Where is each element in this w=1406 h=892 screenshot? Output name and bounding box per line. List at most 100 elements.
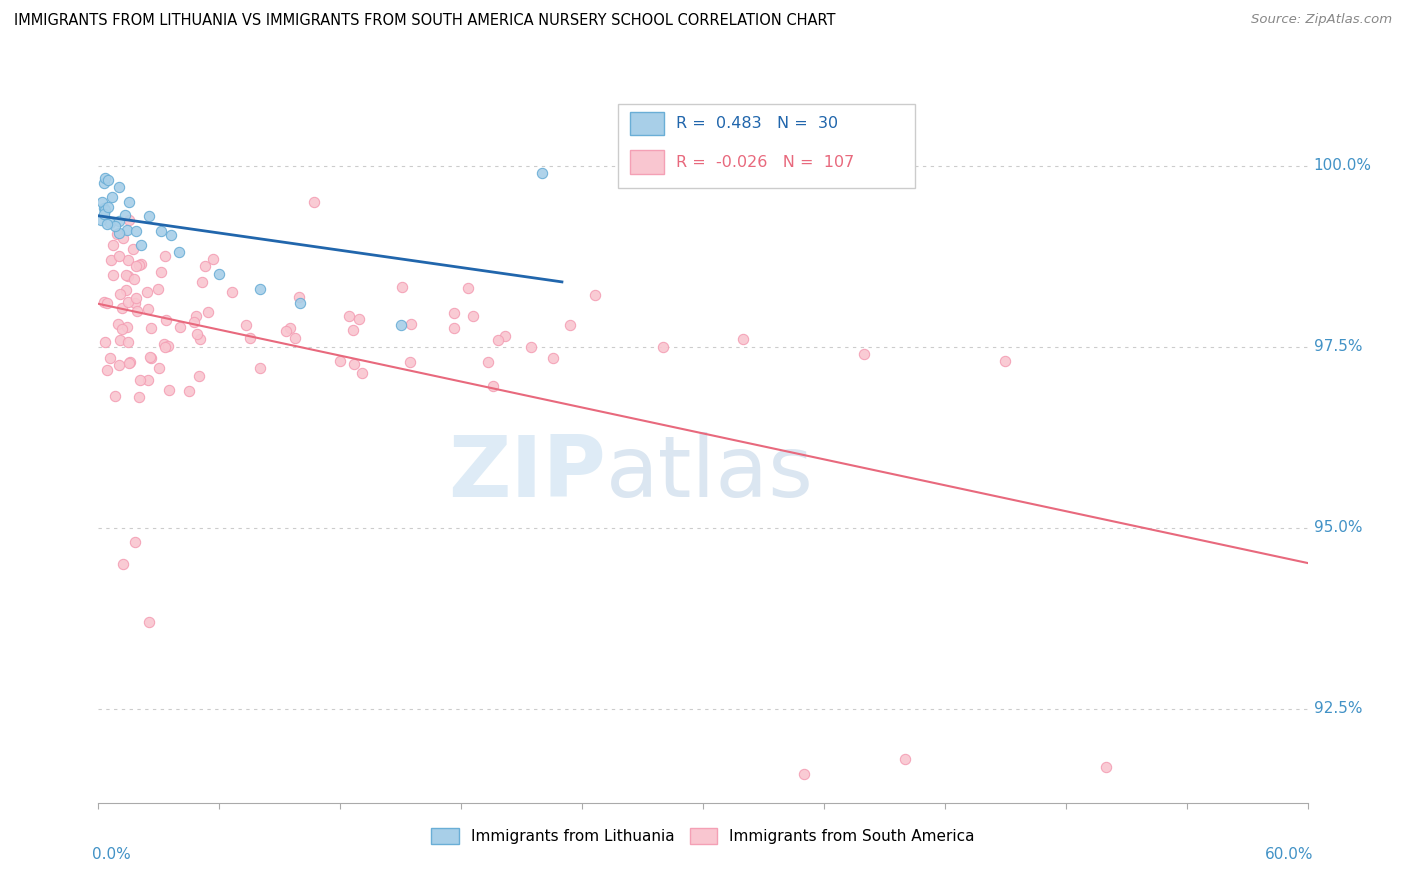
Point [108,226,131,240]
Point [153,249,176,263]
Text: atlas: atlas [606,432,814,516]
Point [117,295,139,310]
Point [104,219,127,234]
Text: 100.0%: 100.0% [1313,158,1372,173]
Point [136,373,159,387]
Point [90,212,112,227]
Point [138,615,160,629]
Point [94,202,117,217]
Point [235,318,257,332]
Point [138,351,160,365]
Point [482,379,505,393]
Point [486,333,509,347]
Point [342,323,364,337]
Point [107,249,129,263]
Text: 0.0%: 0.0% [93,847,131,862]
Point [853,347,876,361]
Point [150,224,173,238]
Point [118,355,141,369]
Point [148,361,170,376]
Point [155,313,177,327]
Point [125,224,148,238]
Text: 95.0%: 95.0% [1313,520,1362,535]
Point [96,362,118,376]
Point [274,325,297,339]
Point [494,329,516,343]
Point [117,268,139,283]
Point [138,209,160,223]
Point [280,321,302,335]
Point [124,259,146,273]
Point [110,322,132,336]
Point [129,238,152,252]
Point [112,231,135,245]
Point [139,321,162,335]
Bar [630,151,664,174]
Point [128,390,150,404]
Point [249,282,271,296]
Point [108,359,131,373]
Point [96,217,118,231]
Point [107,227,129,241]
Point [156,339,179,353]
Point [391,280,413,294]
Point [191,276,214,290]
Point [184,309,207,323]
Point [93,201,115,215]
Text: 60.0%: 60.0% [1265,847,1313,862]
Point [202,252,225,267]
Point [111,557,134,571]
Point [93,294,115,309]
Point [399,317,422,331]
Point [108,213,131,227]
Point [118,212,141,227]
Text: ZIP: ZIP [449,432,606,516]
Point [343,357,366,371]
Point [93,177,115,191]
Point [127,304,149,318]
Point [329,354,352,368]
Point [183,315,205,329]
Point [110,301,132,316]
Point [541,351,564,365]
Text: 92.5%: 92.5% [1313,701,1362,716]
Point [125,291,148,305]
Point [177,384,200,399]
Text: R =  -0.026   N =  107: R = -0.026 N = 107 [676,154,855,169]
Point [153,337,176,351]
Point [129,257,152,271]
Point [114,208,136,222]
Point [284,331,307,345]
Point [108,286,131,301]
Point [124,535,146,549]
Point [122,272,145,286]
Point [157,383,180,397]
Point [94,335,117,350]
Point [249,361,271,376]
Point [93,207,115,221]
Point [129,373,152,387]
Point [117,335,139,350]
Point [221,285,243,300]
Point [302,194,325,209]
Point [337,309,360,323]
Point [115,283,138,297]
Point [118,194,141,209]
Point [155,340,177,354]
Point [90,195,112,210]
Text: 97.5%: 97.5% [1313,339,1362,354]
Point [160,228,183,243]
Point [103,238,125,252]
Point [443,306,465,320]
Point [115,223,138,237]
Point [558,318,581,332]
Point [520,341,543,355]
Point [136,301,159,316]
Point [793,767,815,781]
Point [107,317,129,331]
Point [238,331,260,345]
Point [443,321,465,335]
Point [98,216,121,230]
Point [530,166,553,180]
FancyBboxPatch shape [619,104,915,188]
